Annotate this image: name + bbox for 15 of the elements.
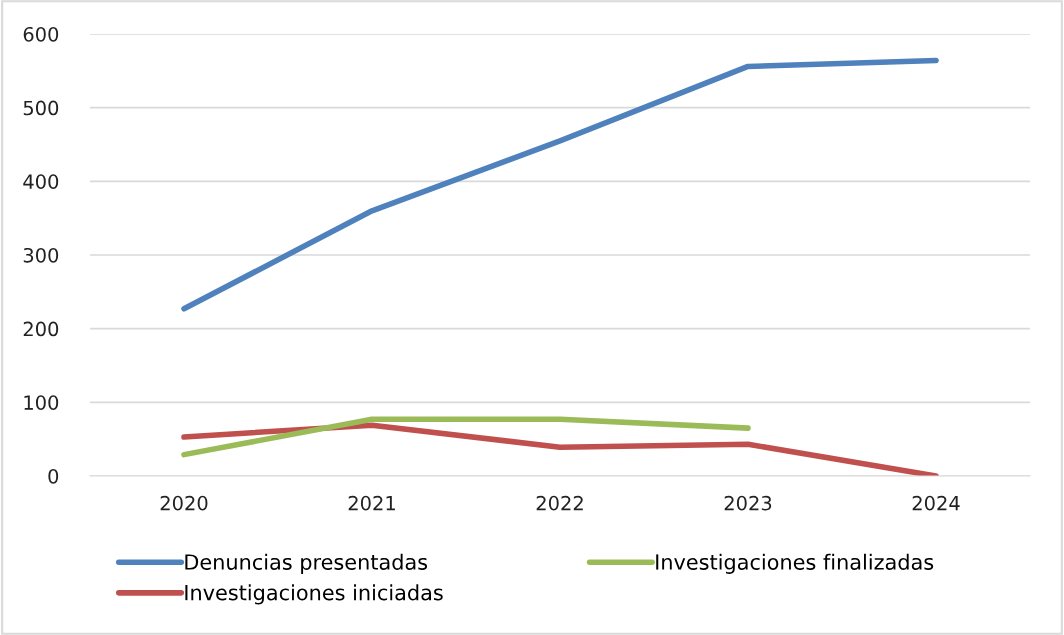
y-tick-label: 500	[23, 100, 59, 116]
x-tick-label: 2023	[724, 495, 772, 511]
legend-label: Denuncias presentadas	[185, 553, 428, 574]
y-tick-label: 200	[23, 321, 59, 337]
x-tick-label: 2021	[348, 495, 395, 511]
y-tick-label: 0	[48, 468, 59, 484]
x-tick-label: 2020	[160, 495, 208, 511]
x-tick-label: 2024	[912, 495, 960, 511]
y-tick-label: 300	[23, 247, 59, 263]
legend-label: Investigaciones finalizadas	[656, 553, 934, 574]
y-tick-label: 600	[23, 26, 59, 42]
y-tick-label: 400	[23, 174, 59, 189]
y-tick-label: 100	[24, 395, 59, 410]
legend-label: Investigaciones iniciadas	[185, 584, 443, 605]
x-tick-label: 2022	[536, 495, 583, 511]
